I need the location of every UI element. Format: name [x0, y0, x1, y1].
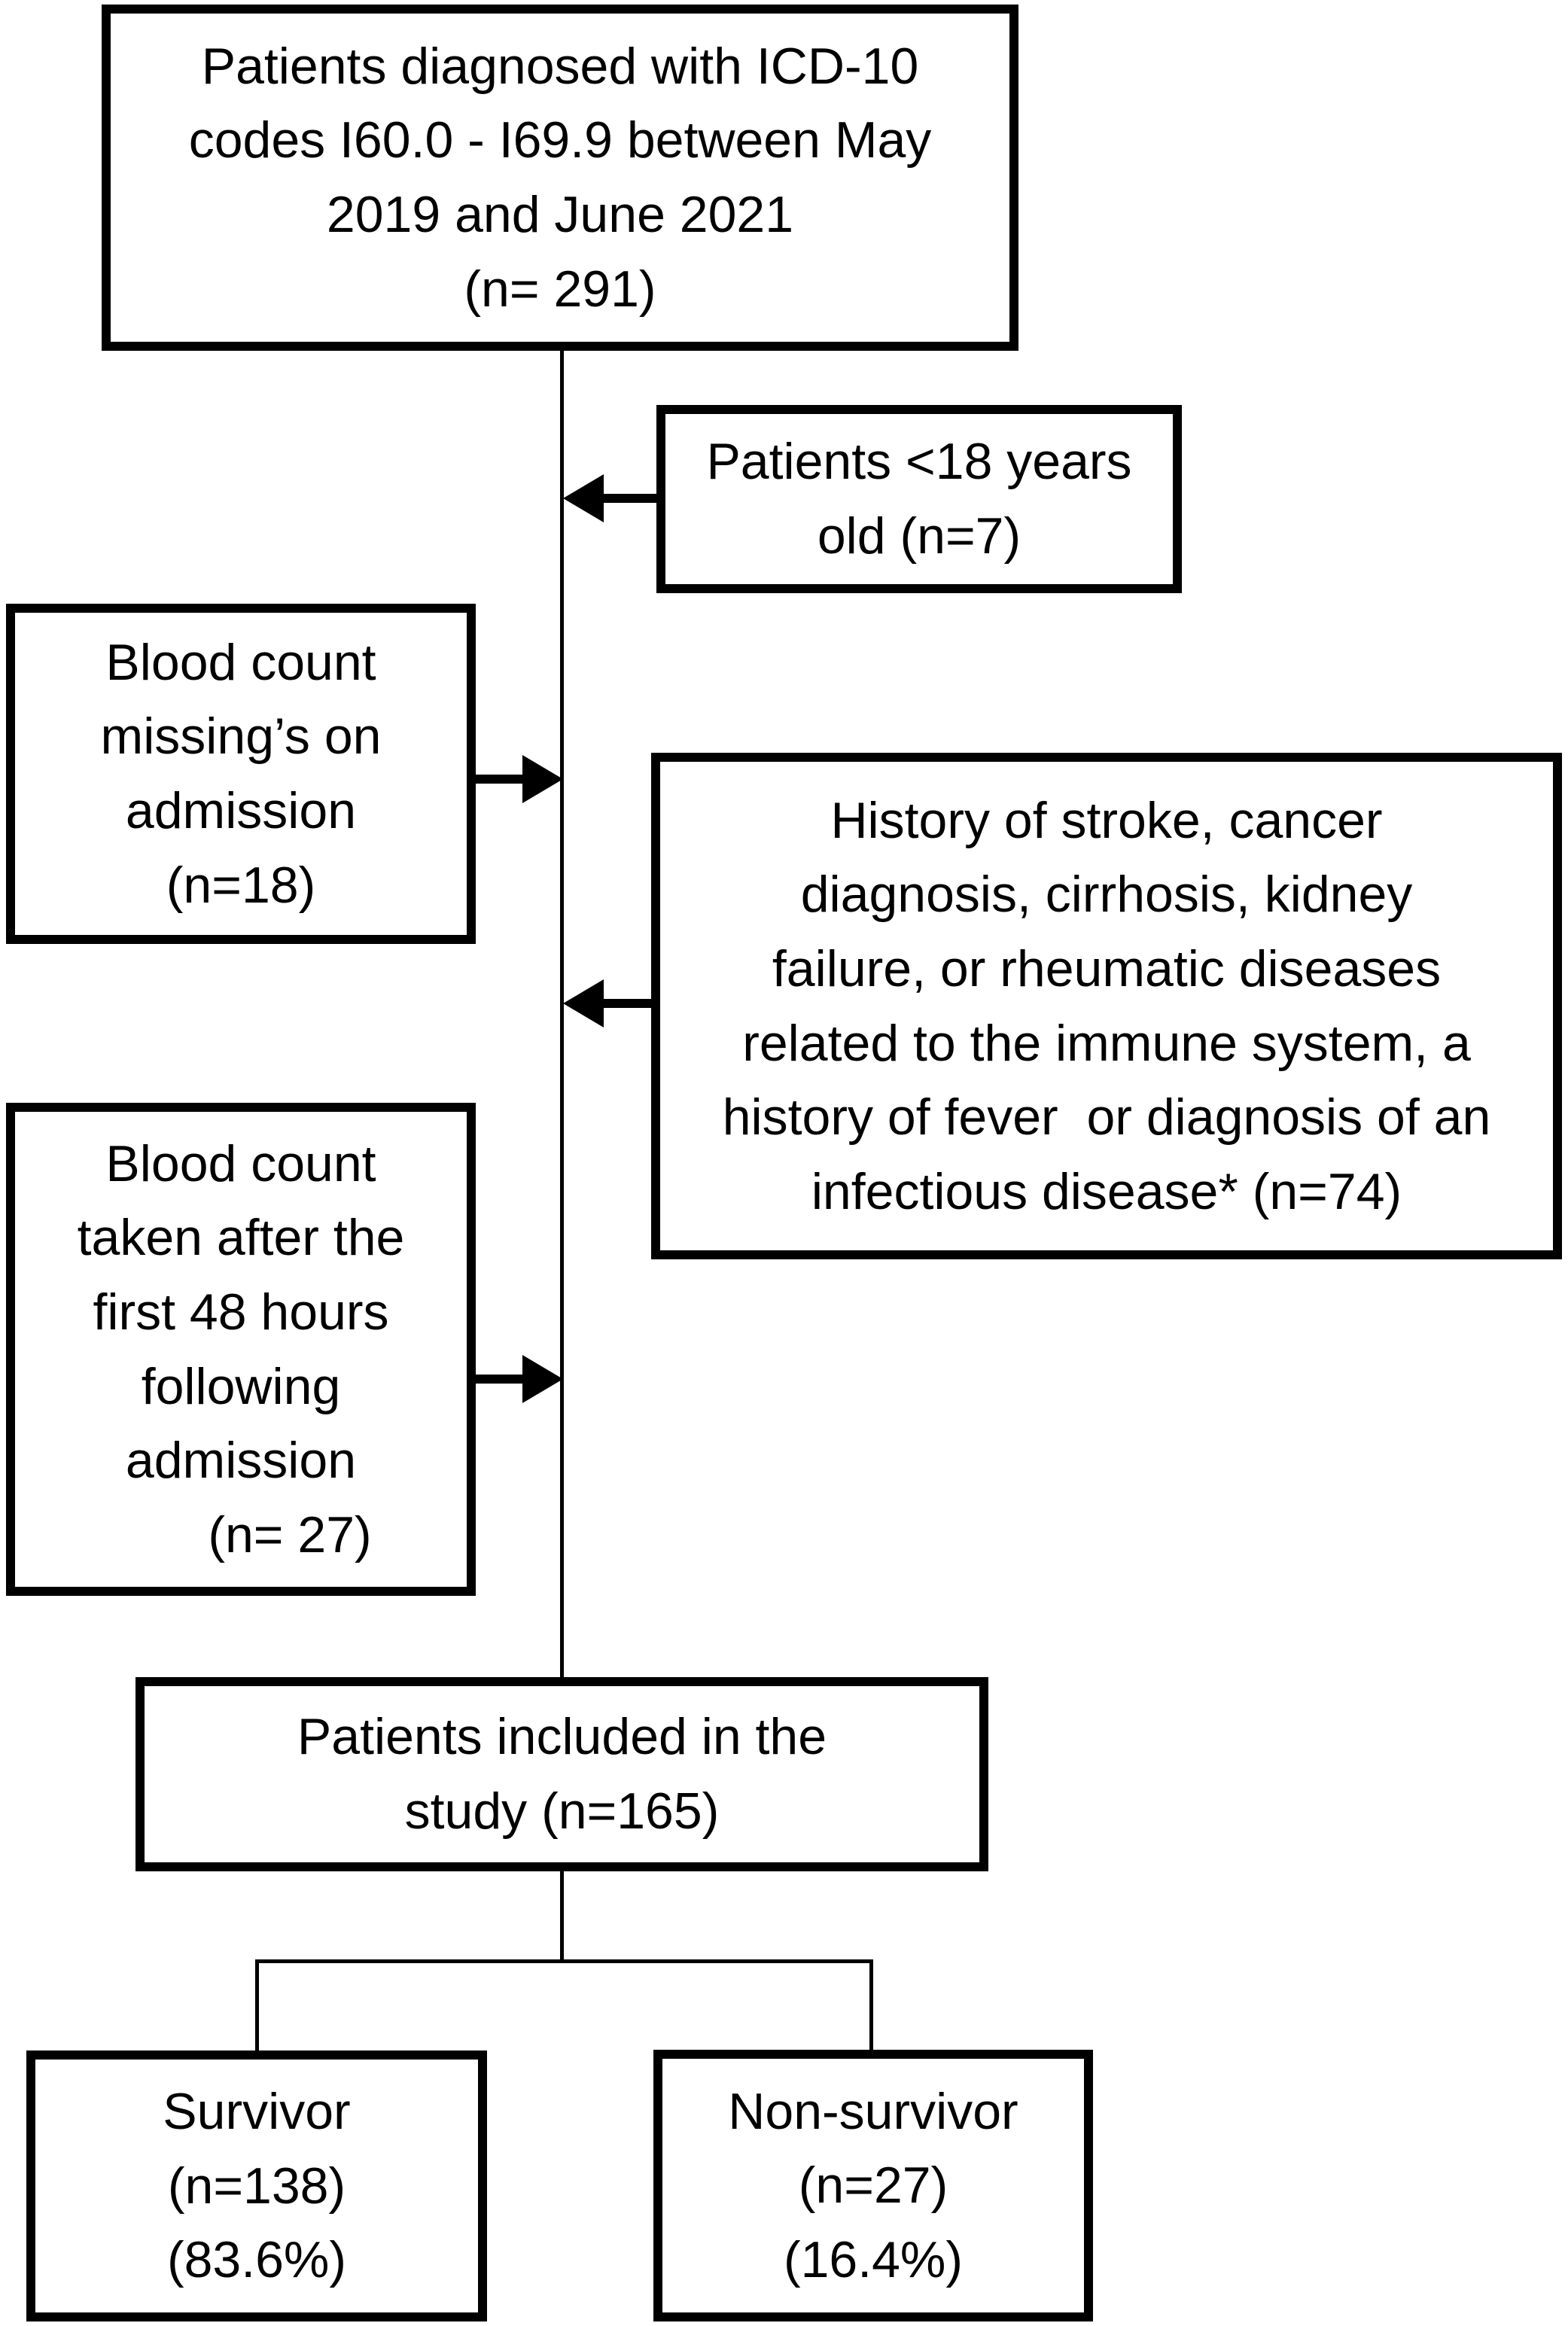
node-excluded-medical-history: History of stroke, cancer diagnosis, cir… [651, 753, 1562, 1259]
node-text-block: Survivor (n=138) (83.6%) [35, 2075, 478, 2297]
history-arrowhead-icon [563, 979, 604, 1028]
text-line: Non-survivor [728, 2082, 1018, 2140]
text-line: related to the immune system, a [742, 1014, 1471, 1072]
text-line: Blood count [105, 1134, 376, 1192]
node-excluded-missing-blood-count: Blood count missing’s on admission (n=18… [6, 604, 476, 944]
text-line: Blood count [105, 633, 376, 691]
late-count-arrow-shaft [476, 1375, 522, 1384]
text-line: following [141, 1357, 341, 1415]
missing-count-arrow-shaft [476, 775, 522, 784]
text-line: codes I60.0 - I69.9 between May [188, 111, 932, 169]
text-line: (83.6%) [166, 2231, 347, 2289]
text-line: history of fever or diagnosis of an [722, 1088, 1491, 1146]
text-line: 2019 and June 2021 [326, 186, 794, 243]
text-line: admission [125, 1432, 357, 1490]
under18-arrow-shaft [602, 494, 656, 503]
text-line: History of stroke, cancer [830, 791, 1383, 849]
node-excluded-under-18: Patients <18 years old (n=7) [656, 405, 1182, 593]
text-line: (n= 291) [464, 260, 656, 318]
late-count-arrowhead-icon [522, 1355, 563, 1403]
text-line: Patients included in the [297, 1708, 827, 1766]
text-line: (n= 27) [208, 1506, 372, 1563]
text-line: Patients diagnosed with ICD-10 [201, 37, 919, 95]
node-text-block: Patients <18 years old (n=7) [665, 425, 1173, 573]
node-diagnosed-patients: Patients diagnosed with ICD-10 codes I60… [102, 5, 1018, 351]
under18-arrowhead-icon [563, 474, 604, 522]
text-line: first 48 hours [93, 1283, 389, 1341]
connector-split-horizontal [255, 1959, 873, 1963]
text-line: Survivor [163, 2083, 351, 2141]
node-text-block: Blood count taken after the first 48 hou… [15, 1127, 467, 1572]
connector-main-spine [560, 348, 564, 1680]
node-text-block: Non-survivor (n=27) (16.4%) [662, 2075, 1084, 2297]
text-line: diagnosis, cirrhosis, kidney [800, 866, 1413, 924]
node-survivor: Survivor (n=138) (83.6%) [26, 2050, 487, 2321]
node-included-patients: Patients included in the study (n=165) [135, 1677, 988, 1871]
text-line: study (n=165) [404, 1783, 720, 1840]
text-line: taken after the [77, 1209, 405, 1267]
connector-split-to-non-survivor [869, 1959, 873, 2050]
connector-split-to-survivor [255, 1959, 259, 2050]
text-line: infectious disease* (n=74) [811, 1162, 1402, 1220]
node-excluded-late-blood-count: Blood count taken after the first 48 hou… [6, 1103, 476, 1596]
text-line: (n=138) [167, 2157, 346, 2215]
text-line: admission [125, 782, 357, 839]
node-text-block: Patients included in the study (n=165) [145, 1700, 979, 1848]
node-text-block: Patients diagnosed with ICD-10 codes I60… [111, 29, 1009, 326]
text-line: old (n=7) [817, 507, 1021, 565]
text-line: (16.4%) [783, 2230, 964, 2288]
text-line: failure, or rheumatic diseases [772, 939, 1442, 997]
connector-included-to-split [560, 1871, 564, 1962]
node-text-block: History of stroke, cancer diagnosis, cir… [660, 784, 1553, 1229]
missing-count-arrowhead-icon [522, 755, 563, 803]
node-text-block: Blood count missing’s on admission (n=18… [15, 626, 467, 922]
history-arrow-shaft [602, 999, 651, 1008]
node-non-survivor: Non-survivor (n=27) (16.4%) [653, 2050, 1093, 2321]
text-line: (n=27) [798, 2157, 948, 2215]
text-line: Patients <18 years [706, 433, 1132, 491]
text-line: missing’s on [100, 708, 382, 766]
text-line: (n=18) [166, 856, 316, 914]
